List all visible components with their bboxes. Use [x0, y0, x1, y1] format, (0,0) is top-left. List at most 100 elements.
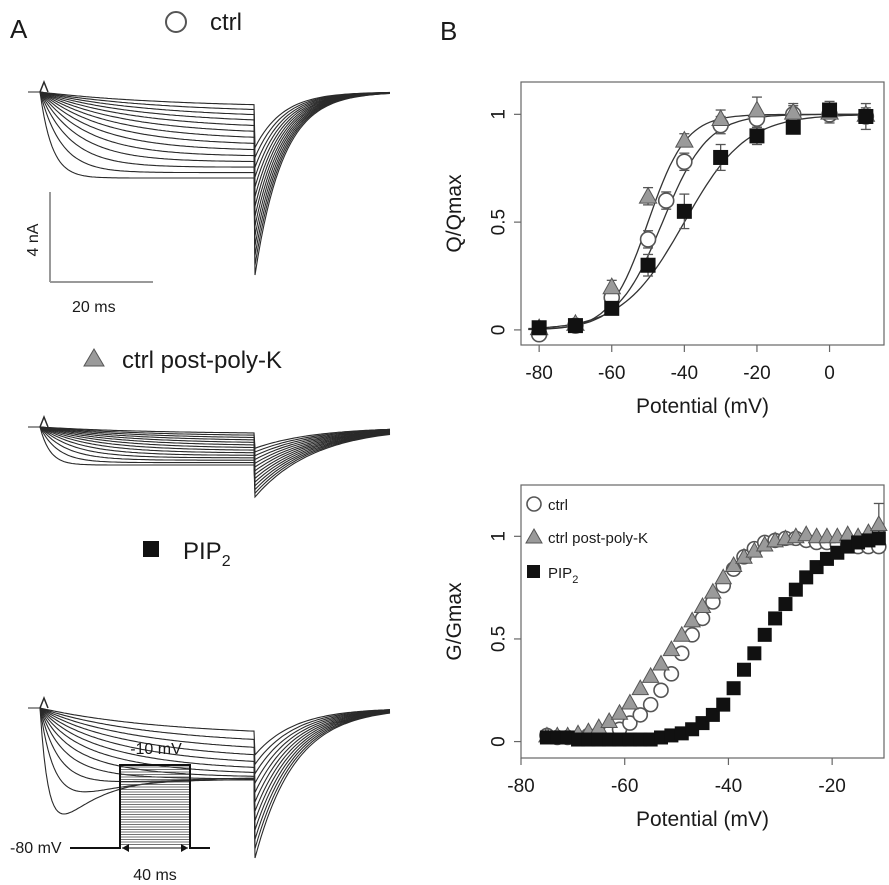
current-trace	[28, 707, 391, 776]
legend-polyk: ctrl post-poly-K	[548, 530, 648, 547]
q-xlabel: Potential (mV)	[636, 395, 769, 418]
data-point-square	[757, 627, 772, 642]
q-xtick-label: -40	[671, 363, 698, 384]
voltage-protocol: -10 mV -80 mV 40 ms	[10, 741, 210, 884]
current-trace	[28, 91, 391, 197]
panel-label-a: A	[10, 14, 28, 44]
g-ytick-label: 1	[489, 531, 510, 542]
data-point-triangle	[711, 108, 731, 127]
data-point-circle	[632, 707, 649, 723]
legend-triangle-icon	[525, 527, 543, 544]
data-point-triangle	[638, 186, 658, 204]
g-legend: ctrl ctrl post-poly-K PIP2	[525, 496, 648, 586]
q-xtick-label: -20	[743, 363, 770, 384]
current-trace	[28, 426, 391, 453]
data-point-triangle	[747, 100, 767, 118]
current-trace	[28, 707, 391, 785]
current-trace	[28, 426, 391, 465]
q-fit-curves	[528, 113, 874, 331]
current-trace	[28, 707, 391, 757]
duration-arrowheads	[122, 844, 188, 852]
g-v-chart: -80 -60 -40 -20 0 0.5 1 ctrl ctrl post-poly-K …	[443, 484, 888, 831]
protocol-hold-label: -80 mV	[10, 840, 62, 857]
data-point-triangle	[610, 703, 629, 720]
g-xtick-label: -80	[507, 776, 534, 797]
data-point-circle	[642, 696, 659, 713]
current-trace	[28, 426, 391, 450]
g-plot-frame	[520, 484, 885, 759]
data-point-square	[713, 149, 729, 165]
current-trace	[28, 91, 391, 227]
gray-triangle-icon	[83, 348, 105, 367]
data-point-triangle	[672, 625, 691, 642]
data-point-square	[788, 582, 803, 597]
g-xtick-label: -20	[818, 776, 845, 797]
protocol-outline	[70, 764, 210, 849]
pip2-current-traces	[28, 695, 391, 859]
ctrl-legend: ctrl	[165, 9, 242, 36]
data-point-square	[871, 531, 886, 546]
current-trace	[28, 91, 391, 256]
current-trace	[28, 91, 391, 266]
protocol-step-lines	[121, 766, 189, 845]
data-point-square	[716, 697, 731, 712]
g-ylabel: G/Gmax	[443, 582, 466, 661]
current-trace	[28, 426, 391, 472]
protocol-duration-label: 40 ms	[133, 867, 177, 884]
data-point-triangle	[662, 640, 681, 657]
polyk-label: ctrl post-poly-K	[122, 347, 282, 374]
ctrl-current-traces	[28, 79, 391, 276]
q-xtick-label: 0	[824, 363, 835, 384]
q-fit-curve	[528, 113, 874, 331]
q-error-bars	[534, 96, 871, 340]
current-trace	[28, 426, 391, 491]
data-point-square	[604, 300, 620, 316]
data-point-circle	[653, 682, 669, 699]
g-xtick-label: -40	[715, 776, 742, 797]
data-point-triangle	[724, 555, 743, 572]
data-point-triangle	[797, 525, 816, 542]
panel-label-b: B	[440, 16, 457, 46]
q-plot-frame	[520, 81, 885, 346]
legend-square-icon	[527, 565, 540, 578]
current-trace	[28, 426, 391, 476]
data-point-triangle	[703, 582, 722, 599]
current-trace	[28, 91, 391, 236]
current-trace	[28, 707, 391, 793]
capacitive-transient	[39, 695, 49, 709]
legend-pip2: PIP2	[548, 565, 578, 586]
data-point-triangle	[783, 102, 803, 120]
q-fit-curve	[528, 114, 874, 330]
scale-current-label: 4 nA	[25, 223, 42, 256]
q-v-chart: -80 -60 -40 -20 0 0 0.5 1 Q/Qmax Potential (mV)	[443, 81, 885, 418]
q-xtick-label: -60	[598, 363, 625, 384]
data-point-square	[785, 119, 801, 135]
g-xtick-label: -60	[611, 776, 638, 797]
data-point-triangle	[600, 711, 619, 728]
current-trace	[28, 426, 391, 468]
scale-time-label: 20 ms	[72, 299, 116, 316]
current-trace	[28, 707, 391, 849]
data-point-square	[726, 681, 741, 696]
current-trace	[28, 91, 390, 187]
data-point-square	[736, 662, 751, 677]
current-trace	[28, 91, 391, 168]
q-ylabel: Q/Qmax	[443, 174, 466, 253]
capacitive-transient	[39, 414, 49, 428]
data-point-square	[858, 108, 874, 124]
data-point-triangle	[869, 514, 888, 531]
current-trace	[28, 426, 391, 499]
legend-circle-icon	[526, 496, 542, 512]
data-point-square	[567, 318, 583, 334]
polyk-current-traces	[28, 414, 391, 499]
data-point-square	[778, 597, 793, 612]
data-point-triangle	[652, 654, 670, 671]
current-trace	[28, 91, 391, 158]
data-point-square	[640, 257, 656, 273]
polyk-legend: ctrl post-poly-K	[83, 347, 282, 374]
open-circle-icon	[165, 11, 187, 33]
current-trace	[28, 426, 391, 484]
pip2-legend: PIP2	[143, 538, 231, 570]
current-trace	[28, 707, 391, 812]
